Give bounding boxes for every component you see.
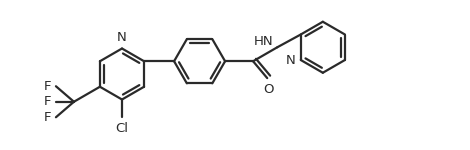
Text: N: N [286, 54, 296, 66]
Text: HN: HN [253, 35, 273, 48]
Text: Cl: Cl [116, 122, 128, 135]
Text: F: F [43, 80, 51, 93]
Text: F: F [43, 95, 51, 108]
Text: N: N [117, 31, 127, 44]
Text: F: F [43, 111, 51, 124]
Text: O: O [263, 83, 274, 96]
